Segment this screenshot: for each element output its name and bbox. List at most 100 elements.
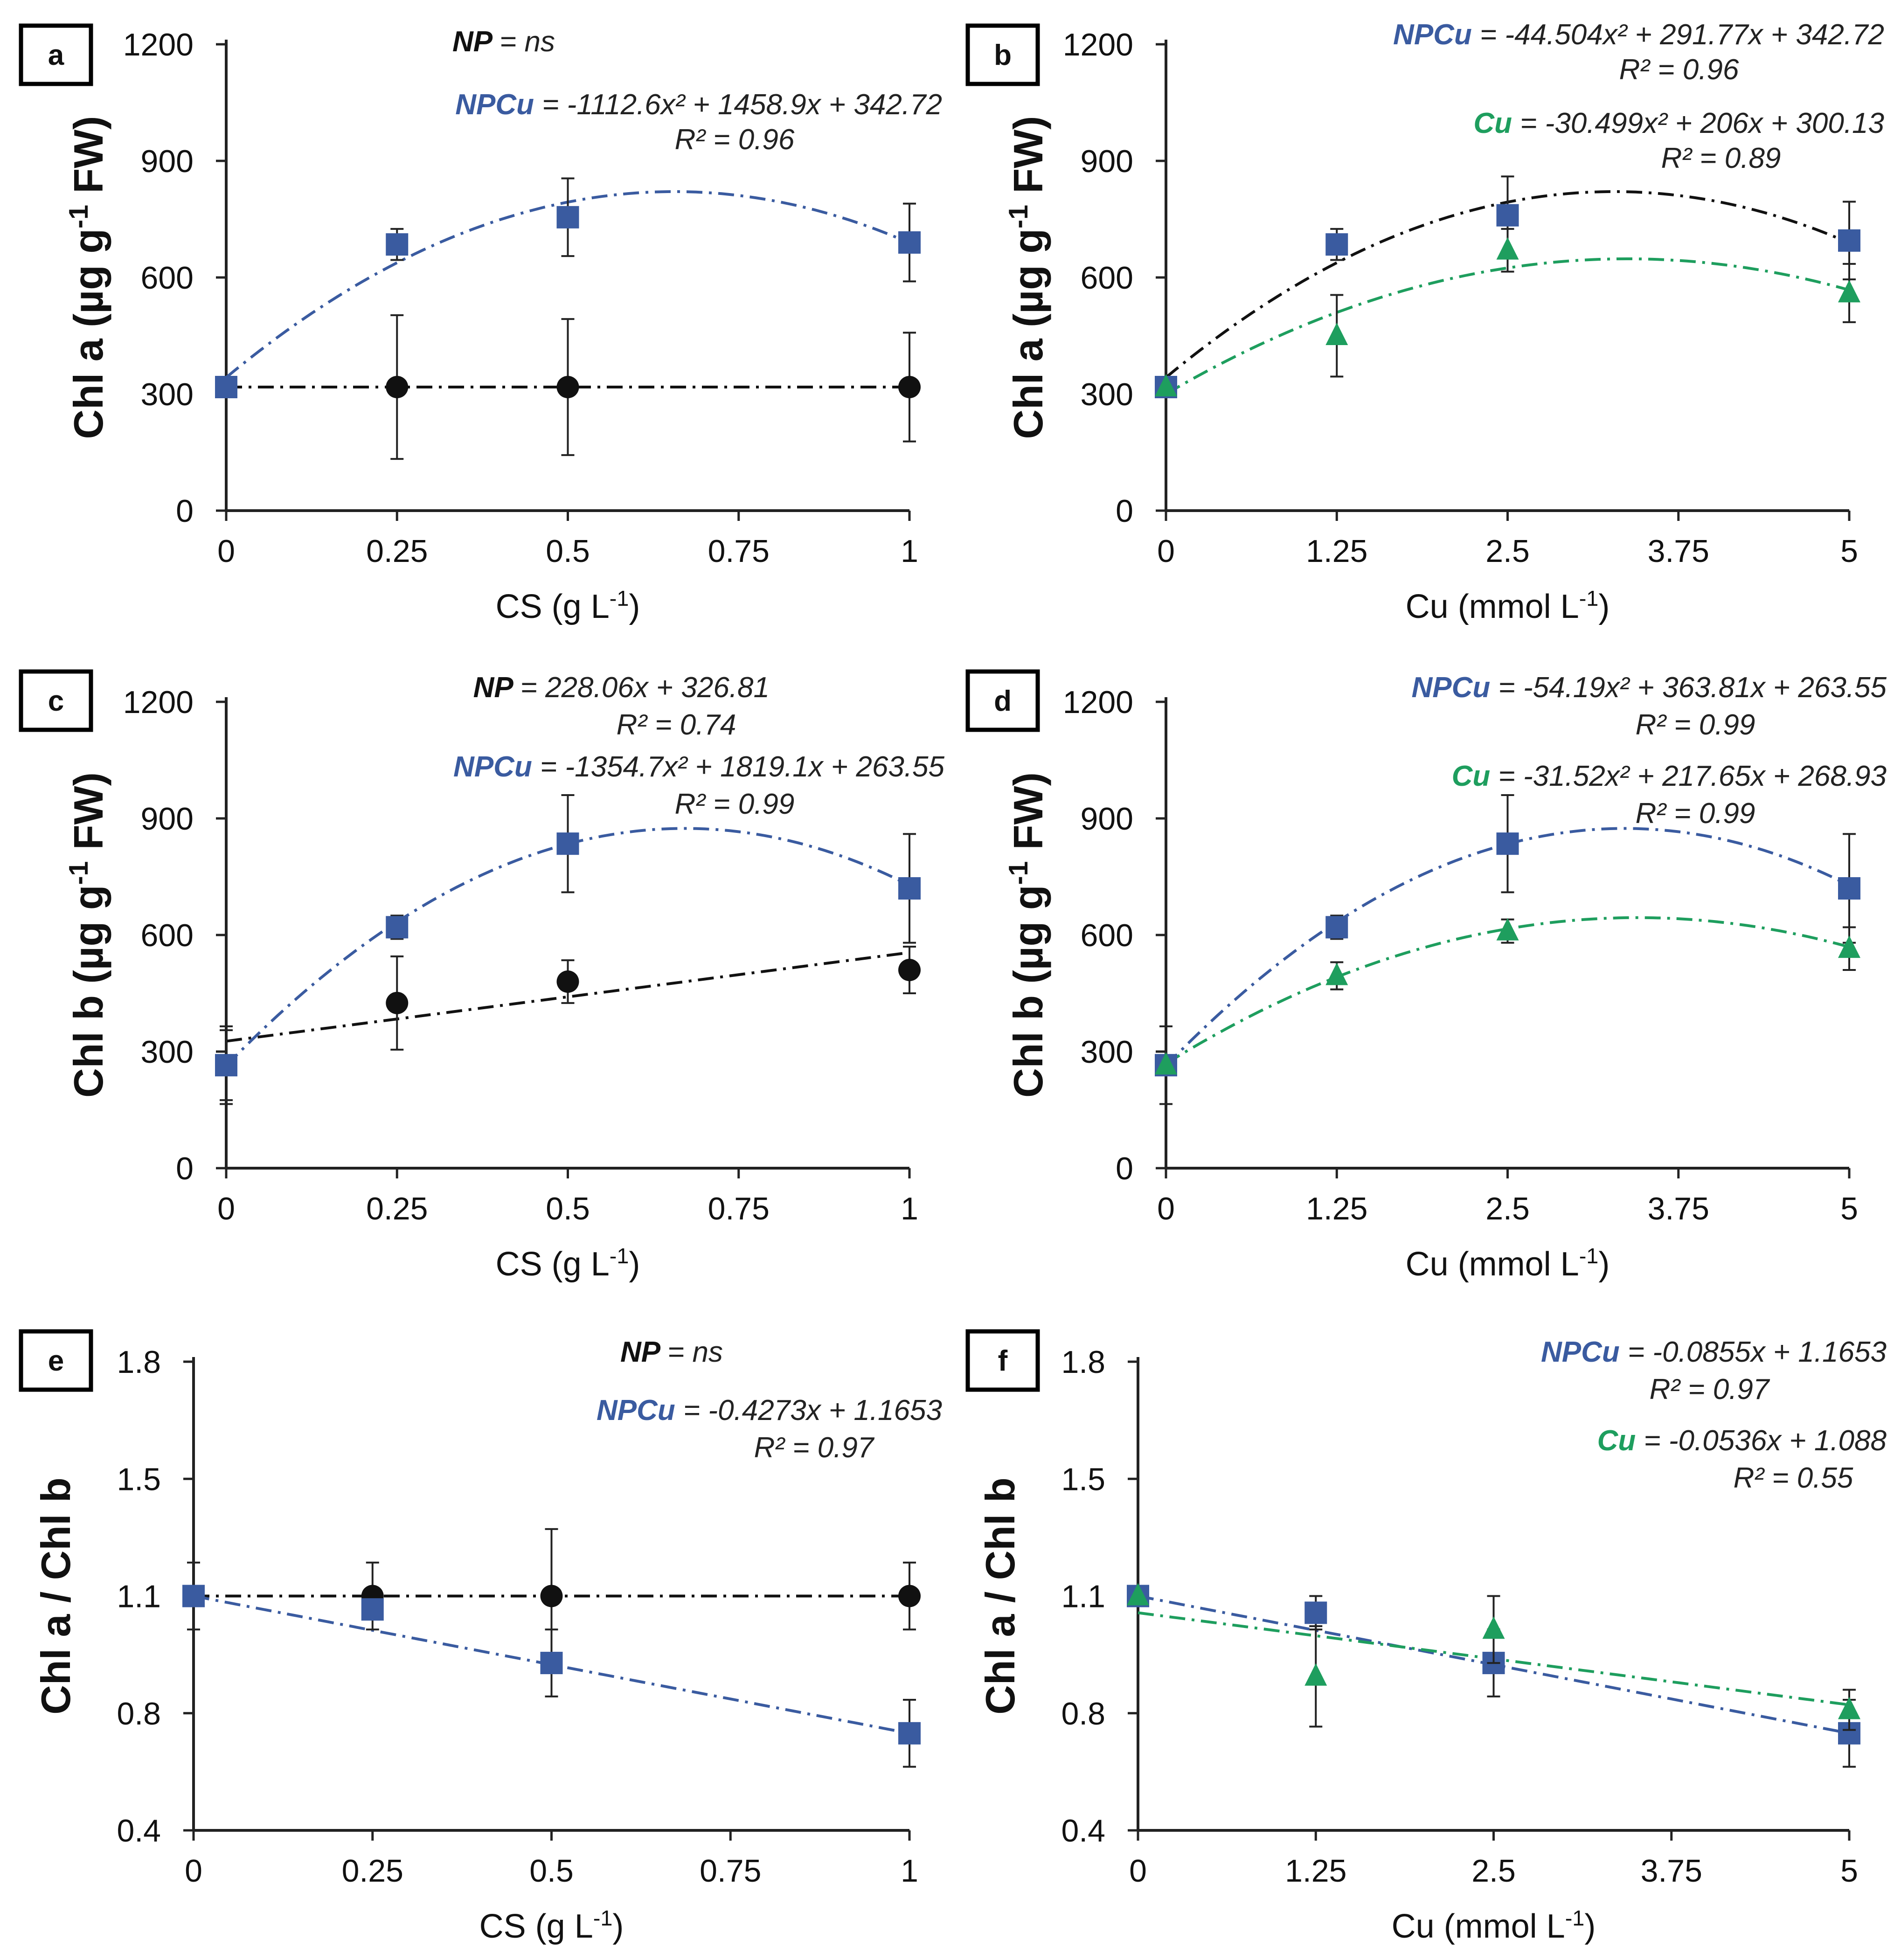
y-tick-label: 900 [141,144,194,179]
panel-label-box [965,1329,1040,1392]
data-point-npcu [540,1652,563,1675]
panel-label: a [48,39,64,71]
data-point-np [898,959,921,981]
y-axis-label: Chl b (µg g-1 FW) [64,772,111,1098]
fit-line-np [226,951,910,1043]
data-point-npcu [556,832,579,855]
y-tick-label: 1200 [1063,685,1133,720]
x-axis-label: Cu (mmol L-1) [1406,1244,1610,1283]
x-tick-label: 0 [1157,533,1175,569]
data-point-cu [1155,1052,1177,1075]
x-tick-label: 1.25 [1285,1853,1346,1889]
x-axis-label: CS (g L-1) [496,586,640,625]
data-point-cu [1155,374,1177,396]
y-tick-label: 1.5 [117,1461,161,1497]
panel-label-box [965,23,1040,86]
r-squared-npcu: R² = 0.96 [675,124,795,156]
panel-c: c 0 300 600 900 1200 0 0.25 0.5 0.75 1 CS (g L-1) Ch… [19,669,945,1283]
data-point-np [898,376,921,398]
equation-npcu: NPCu = -1112.6x² + 1458.9x + 342.72 [455,89,942,121]
x-tick-label: 1.25 [1306,533,1367,569]
r-squared-npcu: R² = 0.99 [675,788,795,820]
equation-npcu: NPCu = -54.19x² + 363.81x + 263.55 [1412,672,1887,704]
data-point-npcu [898,1722,921,1745]
data-point-npcu [1838,229,1860,252]
equation-npcu: NPCu = -1354.7x² + 1819.1x + 263.55 [453,751,944,783]
data-point-cu [1304,1663,1327,1686]
x-tick-label: 1 [901,1853,918,1889]
r-squared-npcu: R² = 0.97 [754,1432,875,1464]
fit-line-cu [1165,916,1850,1065]
r-squared-cu: R² = 0.55 [1734,1462,1853,1494]
data-point-cu [1496,918,1519,941]
data-point-npcu [1325,233,1348,256]
y-tick-label: 0.8 [1061,1696,1105,1731]
y-tick-label: 300 [141,377,194,412]
panel-label: c [48,685,64,717]
y-tick-label: 300 [1081,1034,1133,1070]
data-point-npcu [386,916,409,939]
equation-npcu: NPCu = -0.0855x + 1.1653 [1541,1336,1887,1368]
panel-b: b 0 300 600 900 1200 0 1.25 2.5 3.75 5 Cu (mmol L-1… [965,19,1884,625]
data-point-npcu [1496,204,1519,227]
data-point-npcu [1325,916,1348,939]
equation-np: NP = ns [620,1336,723,1368]
r-squared-npcu: R² = 0.99 [1636,709,1755,741]
x-tick-label: 0 [217,1191,235,1226]
data-point-cu [1482,1616,1505,1639]
panel-label-box [19,669,93,732]
x-tick-label: 0 [185,1853,202,1889]
y-tick-label: 300 [141,1034,194,1070]
data-point-npcu [898,231,921,254]
y-tick-label: 600 [1081,260,1133,296]
y-tick-label: 900 [1081,144,1133,179]
r-squared-npcu: R² = 0.96 [1619,54,1739,86]
panel-e: e 0.4 0.8 1.1 1.5 1.8 0 0.25 0.5 0.75 1 CS (g L-1) C… [19,1329,942,1945]
y-tick-label: 1.8 [117,1344,161,1380]
x-tick-label: 0.75 [708,533,770,569]
panel-label-box [965,669,1040,732]
y-tick-label: 600 [1081,918,1133,953]
x-tick-label: 1.25 [1306,1191,1367,1226]
y-axis-label: Chl a (µg g-1 FW) [1004,116,1051,439]
x-tick-label: 0.25 [366,533,428,569]
y-tick-label: 1200 [123,685,194,720]
equation-cu: Cu = -31.52x² + 217.65x + 268.93 [1452,760,1887,792]
data-point-cu [1127,1583,1149,1606]
r-squared-npcu: R² = 0.97 [1650,1373,1770,1406]
x-tick-label: 5 [1840,533,1858,569]
panel-label: d [994,685,1012,717]
data-point-np [898,1585,921,1607]
x-tick-label: 0 [1157,1191,1175,1226]
x-axis-label: Cu (mmol L-1) [1406,586,1610,625]
y-tick-label: 0 [1116,1151,1133,1186]
r-squared-cu: R² = 0.99 [1636,797,1755,830]
r-squared-cu: R² = 0.89 [1661,142,1781,174]
data-point-np [556,376,579,398]
equation-np: NP = ns [452,26,555,58]
panel-label: e [48,1345,64,1377]
panel-f: f 0.4 0.8 1.1 1.5 1.8 0 1.25 2.5 3.75 5 Cu (mmol L-… [965,1329,1887,1945]
data-point-cu [1325,323,1348,345]
data-point-npcu [215,1054,237,1077]
x-tick-label: 2.5 [1471,1853,1516,1889]
x-axis-label: CS (g L-1) [496,1244,640,1283]
fit-line-cu [1165,257,1850,395]
equation-cu: Cu = -30.499x² + 206x + 300.13 [1473,107,1884,139]
data-point-npcu [1304,1601,1327,1624]
y-tick-label: 0.4 [117,1813,161,1849]
equation-cu: Cu = -0.0536x + 1.088 [1597,1425,1887,1457]
y-tick-label: 0 [1116,493,1133,529]
y-tick-label: 600 [141,918,194,953]
x-tick-label: 0.5 [546,533,590,569]
y-tick-label: 0.4 [1061,1813,1105,1849]
y-tick-label: 1.8 [1061,1344,1105,1380]
r-squared-np: R² = 0.74 [617,709,736,741]
panel-label-box [19,23,93,86]
x-tick-label: 0.5 [546,1191,590,1226]
x-tick-label: 0.5 [529,1853,574,1889]
x-tick-label: 0 [217,533,235,569]
x-axis-label: Cu (mmol L-1) [1392,1906,1596,1945]
x-tick-label: 3.75 [1648,533,1709,569]
y-axis-label: Chl b (µg g-1 FW) [1004,772,1051,1098]
